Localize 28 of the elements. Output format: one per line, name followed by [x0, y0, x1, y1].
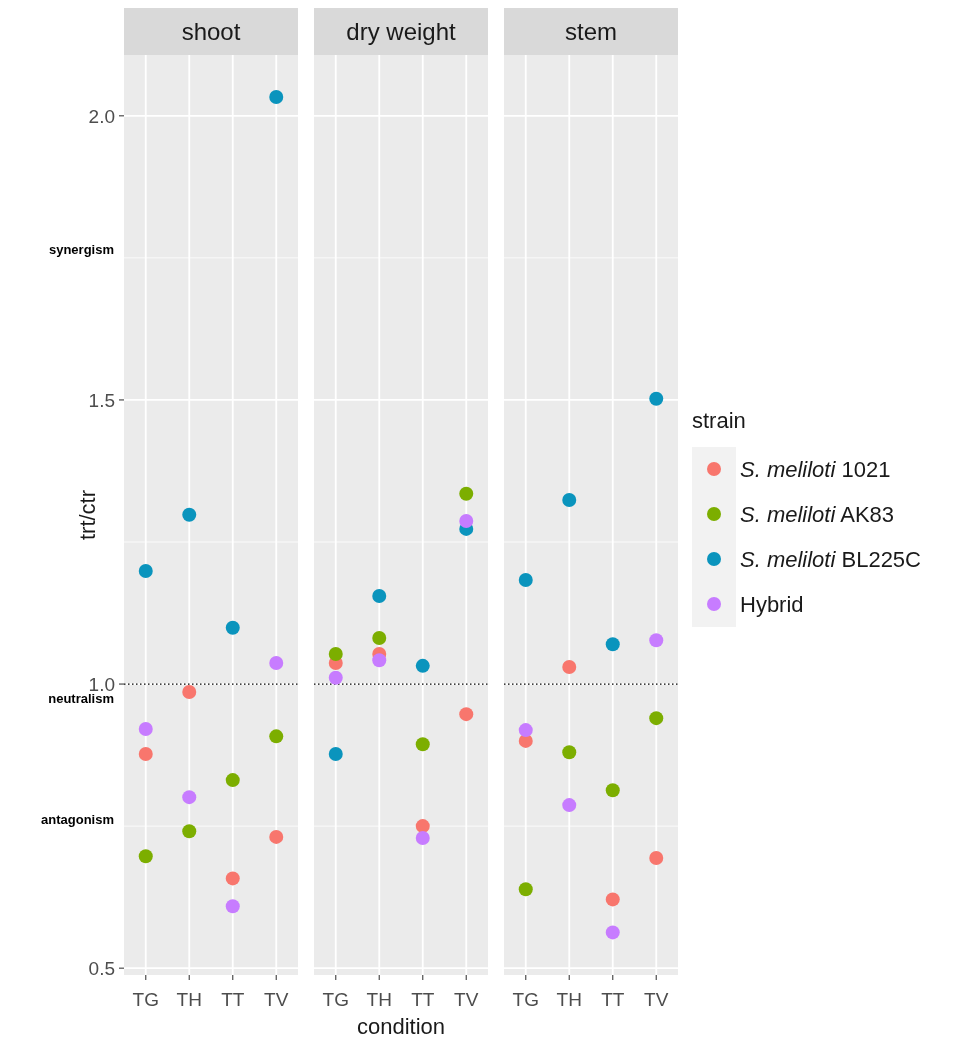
x-tick-label: TG	[512, 989, 539, 1010]
legend-label: S. meliloti 1021	[740, 457, 891, 482]
chart-title: dry weight	[346, 18, 457, 45]
x-tick-label: TV	[454, 989, 479, 1010]
y-tick-label: 1.5	[88, 389, 115, 411]
x-tick-label: TV	[264, 989, 289, 1010]
legend-label: S. meliloti AK83	[740, 502, 895, 527]
x-tick-label: TH	[176, 989, 202, 1010]
text: synergism	[48, 242, 114, 257]
x-tick-label: TT	[601, 989, 625, 1010]
text: neutralism	[48, 691, 114, 706]
chart-title: shoot	[181, 18, 241, 45]
x-tick-label: TG	[132, 989, 159, 1010]
x-tick-label: TG	[322, 989, 349, 1010]
x-tick-label: TV	[644, 989, 669, 1010]
x-tick-label: TH	[556, 989, 582, 1010]
y-axis-title: trt/ctr	[75, 489, 100, 541]
x-tick-label: TT	[411, 989, 435, 1010]
y-tick-label: 0.5	[88, 958, 115, 980]
chart-title: stem	[564, 18, 618, 45]
x-tick-label: TH	[366, 989, 392, 1010]
legend-title: strain	[692, 408, 746, 433]
x-axis-title: condition	[356, 1014, 446, 1039]
x-tick-label: TT	[221, 989, 245, 1010]
legend-label: S. meliloti BL225C	[740, 547, 922, 572]
text: antagonism	[41, 812, 114, 827]
legend-label: Hybrid	[740, 592, 804, 617]
y-tick-label: 2.0	[88, 105, 115, 127]
